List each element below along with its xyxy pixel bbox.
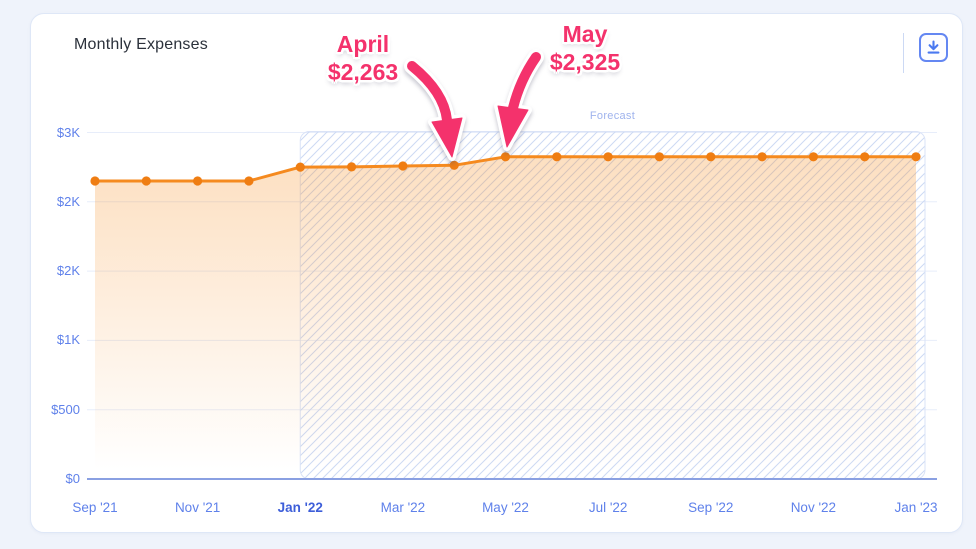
annotation-may-value: $2,325 bbox=[549, 49, 621, 75]
x-tick-label: Nov '21 bbox=[174, 500, 221, 515]
x-tick-label: May '22 bbox=[482, 500, 529, 515]
y-tick-label: $500 bbox=[51, 401, 80, 417]
annotation-may: May $2,325 bbox=[500, 20, 670, 76]
annotation-april-month: April bbox=[336, 31, 390, 57]
x-tick-label: Jan '23 bbox=[894, 500, 938, 515]
annotation-arrowhead bbox=[497, 105, 529, 148]
data-point[interactable] bbox=[757, 152, 767, 162]
header-divider bbox=[903, 33, 904, 73]
x-tick-label: Sep '21 bbox=[72, 500, 118, 515]
y-tick-label: $2K bbox=[56, 193, 80, 209]
annotation-arrow bbox=[508, 52, 541, 113]
chart-title: Monthly Expenses bbox=[74, 36, 208, 53]
data-point[interactable] bbox=[860, 152, 870, 162]
y-tick-label: $0 bbox=[65, 471, 80, 486]
annotation-arrows bbox=[404, 49, 544, 161]
annotation-april: April $2,263 bbox=[278, 30, 448, 86]
x-tick-label: Mar '22 bbox=[380, 500, 426, 515]
annotation-arrow bbox=[407, 61, 452, 125]
y-tick-label: $1K bbox=[56, 332, 80, 348]
annotation-arrowhead bbox=[431, 117, 463, 158]
data-point[interactable] bbox=[398, 161, 408, 171]
data-point[interactable] bbox=[90, 176, 100, 186]
data-point[interactable] bbox=[808, 152, 819, 162]
forecast-region-label: Forecast bbox=[589, 110, 636, 122]
data-point[interactable] bbox=[449, 160, 459, 170]
annotation-may-month: May bbox=[562, 21, 608, 47]
area-fill bbox=[95, 156, 916, 480]
x-tick-label: Jan '22 bbox=[277, 500, 323, 515]
x-tick-label: Sep '22 bbox=[688, 500, 734, 515]
data-point[interactable] bbox=[244, 176, 254, 186]
data-point[interactable] bbox=[706, 152, 716, 162]
data-point[interactable] bbox=[193, 176, 203, 186]
data-point[interactable] bbox=[347, 162, 357, 172]
data-point[interactable] bbox=[500, 152, 511, 162]
data-point[interactable] bbox=[295, 162, 305, 172]
data-point[interactable] bbox=[911, 152, 921, 162]
x-tick-label: Jul '22 bbox=[588, 500, 628, 515]
data-point[interactable] bbox=[552, 152, 562, 162]
x-tick-label: Nov '22 bbox=[790, 500, 837, 515]
annotation-april-value: $2,263 bbox=[327, 59, 399, 85]
data-point[interactable] bbox=[654, 152, 665, 162]
download-button[interactable] bbox=[919, 33, 948, 62]
download-icon bbox=[927, 40, 940, 54]
data-point[interactable] bbox=[603, 152, 613, 162]
y-tick-label: $2K bbox=[56, 263, 80, 279]
data-point[interactable] bbox=[141, 176, 151, 186]
y-tick-label: $3K bbox=[56, 124, 80, 140]
